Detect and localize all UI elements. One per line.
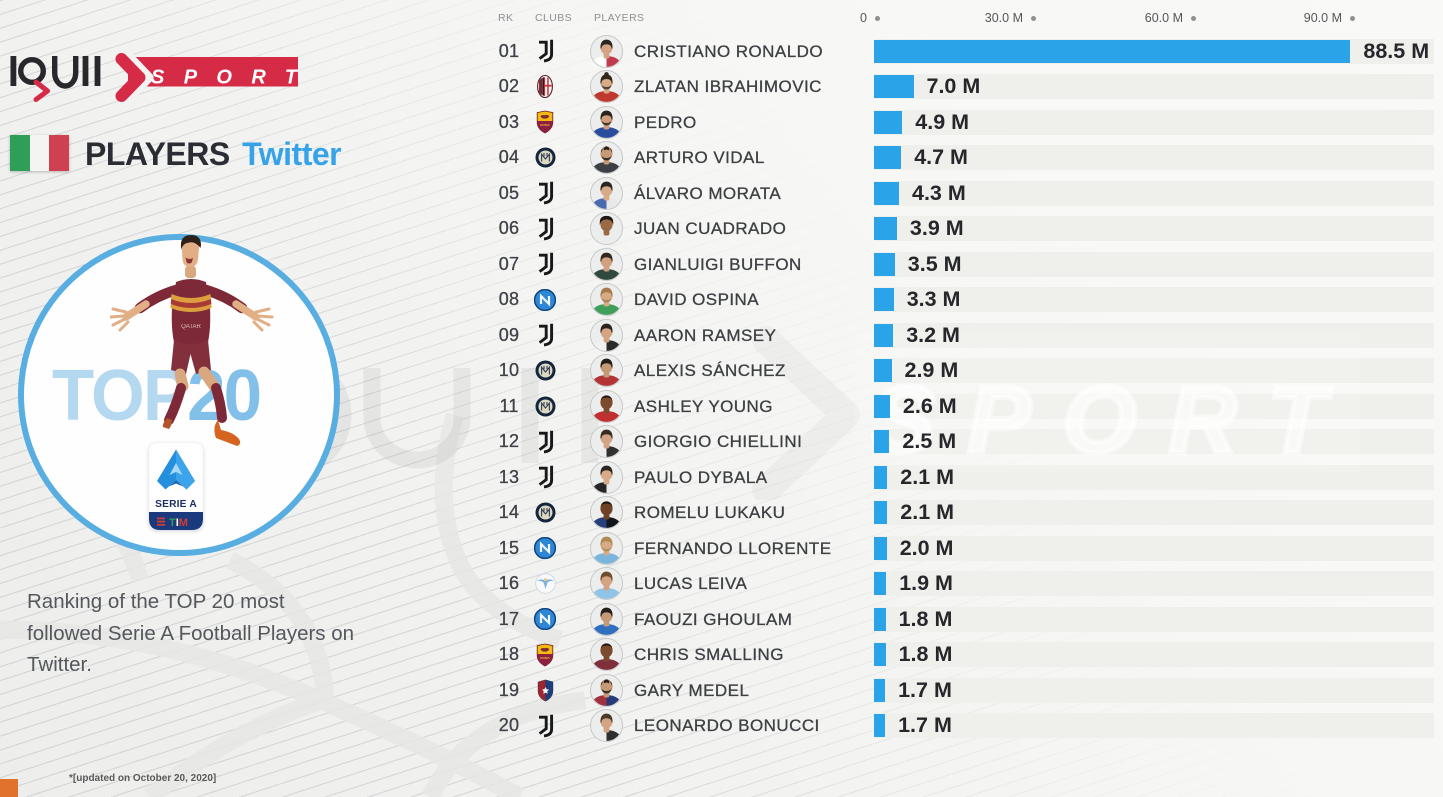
svg-text:QATAR: QATAR [181,324,201,330]
svg-text:TIM: TIM [169,517,188,529]
svg-text:ROMA: ROMA [540,656,550,660]
svg-text:ROMA: ROMA [540,123,550,127]
svg-text:SPORT: SPORT [872,367,1358,473]
svg-text:SPORT: SPORT [151,67,299,89]
svg-text:SERIE A: SERIE A [155,499,197,510]
